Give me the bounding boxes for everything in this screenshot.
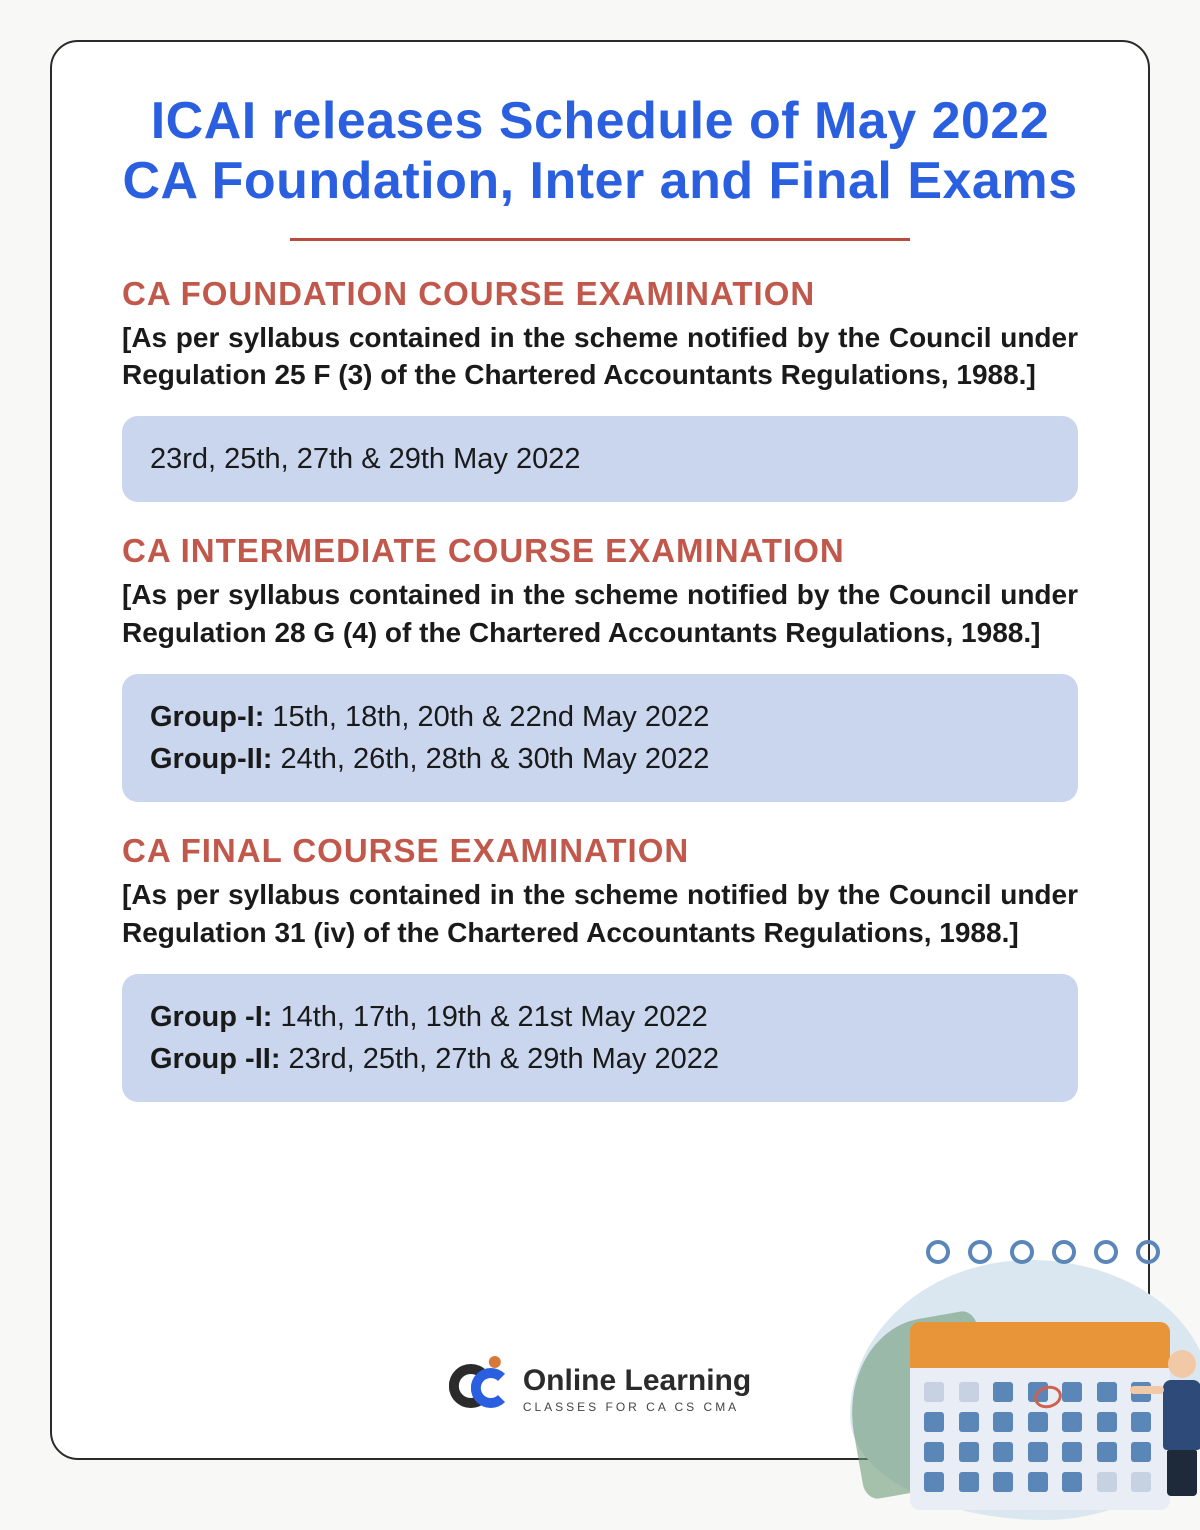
brand-logo-icon <box>449 1358 511 1420</box>
section-subtext: [As per syllabus contained in the scheme… <box>122 876 1078 952</box>
title-line-1: ICAI releases Schedule of May 2022 <box>151 92 1050 150</box>
page-title: ICAI releases Schedule of May 2022 CA Fo… <box>122 92 1078 212</box>
section-heading: CA FOUNDATION COURSE EXAMINATION <box>122 275 1078 313</box>
title-divider <box>290 238 910 241</box>
section-heading: CA FINAL COURSE EXAMINATION <box>122 832 1078 870</box>
section-final: CA FINAL COURSE EXAMINATION [As per syll… <box>122 832 1078 1102</box>
section-foundation: CA FOUNDATION COURSE EXAMINATION [As per… <box>122 275 1078 503</box>
group-label: Group-I: <box>150 701 272 733</box>
date-line: Group -II: 23rd, 25th, 27th & 29th May 2… <box>150 1038 1050 1080</box>
date-box: Group -I: 14th, 17th, 19th & 21st May 20… <box>122 974 1078 1102</box>
date-line: Group -I: 14th, 17th, 19th & 21st May 20… <box>150 996 1050 1038</box>
date-box: 23rd, 25th, 27th & 29th May 2022 <box>122 416 1078 502</box>
date-text: 23rd, 25th, 27th & 29th May 2022 <box>150 443 580 475</box>
info-card: ICAI releases Schedule of May 2022 CA Fo… <box>50 40 1150 1460</box>
date-text: 15th, 18th, 20th & 22nd May 2022 <box>272 701 709 733</box>
section-intermediate: CA INTERMEDIATE COURSE EXAMINATION [As p… <box>122 532 1078 802</box>
date-line: Group-I: 15th, 18th, 20th & 22nd May 202… <box>150 696 1050 738</box>
brand-text: Online Learning CLASSES FOR CA CS CMA <box>523 1364 751 1414</box>
date-box: Group-I: 15th, 18th, 20th & 22nd May 202… <box>122 674 1078 802</box>
title-line-2: CA Foundation, Inter and Final Exams <box>122 152 1077 210</box>
person-icon <box>1152 1350 1200 1500</box>
group-label: Group -II: <box>150 1043 289 1075</box>
group-label: Group-II: <box>150 743 280 775</box>
section-subtext: [As per syllabus contained in the scheme… <box>122 319 1078 395</box>
brand-main: Online Learning <box>523 1364 751 1397</box>
date-text: 24th, 26th, 28th & 30th May 2022 <box>280 743 709 775</box>
date-line: 23rd, 25th, 27th & 29th May 2022 <box>150 438 1050 480</box>
date-line: Group-II: 24th, 26th, 28th & 30th May 20… <box>150 738 1050 780</box>
section-heading: CA INTERMEDIATE COURSE EXAMINATION <box>122 532 1078 570</box>
date-text: 23rd, 25th, 27th & 29th May 2022 <box>289 1043 719 1075</box>
brand-sub: CLASSES FOR CA CS CMA <box>523 1401 751 1414</box>
branding-block: Online Learning CLASSES FOR CA CS CMA <box>449 1358 751 1420</box>
section-subtext: [As per syllabus contained in the scheme… <box>122 576 1078 652</box>
group-label: Group -I: <box>150 1001 280 1033</box>
date-text: 14th, 17th, 19th & 21st May 2022 <box>280 1001 707 1033</box>
